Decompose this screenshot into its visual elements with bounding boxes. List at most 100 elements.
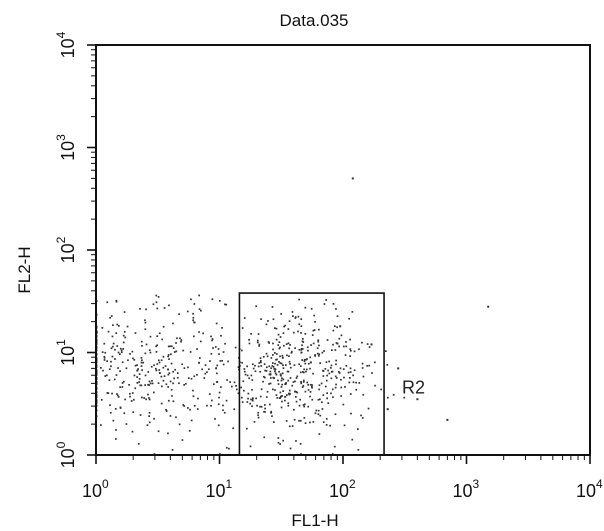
event-point-cluster-1 [150, 365, 153, 368]
event-point-cluster-2 [304, 333, 307, 335]
event-point-cluster-1 [151, 382, 154, 385]
event-point-cluster-2 [272, 354, 274, 356]
event-point-cluster-2 [339, 367, 342, 370]
event-point-cluster-1 [172, 347, 175, 349]
event-point-cluster-2 [303, 371, 305, 374]
event-point-cluster-2 [181, 363, 183, 366]
event-point-cluster-2 [282, 332, 285, 334]
event-point-cluster-1 [134, 387, 137, 390]
gate-region-r2[interactable] [238, 292, 385, 456]
event-point-cluster-2 [332, 303, 335, 305]
event-point-cluster-2 [311, 384, 313, 386]
event-point-cluster-2 [343, 345, 345, 348]
event-point-cluster-2 [292, 331, 295, 334]
event-point-cluster-1 [167, 368, 169, 371]
event-point-cluster-2 [250, 374, 253, 377]
event-point-cluster-2 [256, 339, 259, 342]
event-point-cluster-1 [119, 407, 122, 409]
event-point-cluster-1 [110, 315, 113, 317]
event-point-cluster-2 [257, 333, 260, 335]
event-point-cluster-1 [111, 345, 114, 348]
event-point-cluster-2 [279, 362, 282, 364]
event-point-cluster-2 [312, 342, 315, 345]
event-point-cluster-2 [324, 385, 327, 388]
event-point-cluster-2 [325, 379, 328, 382]
event-point-cluster-2 [259, 395, 262, 398]
event-point-cluster-2 [208, 393, 211, 395]
event-point-cluster-2 [237, 392, 240, 395]
event-point-cluster-1 [170, 362, 173, 365]
event-point-cluster-1 [132, 357, 134, 360]
event-point-cluster-2 [265, 370, 268, 372]
event-point [386, 408, 389, 411]
event-point-cluster-1 [162, 366, 165, 369]
event-point-cluster-1 [160, 402, 163, 405]
event-point-cluster-2 [269, 373, 272, 376]
event-point-cluster-1 [204, 364, 207, 366]
event-point-cluster-1 [133, 374, 136, 377]
event-point-cluster-2 [298, 363, 300, 366]
event-point-cluster-2 [277, 344, 280, 346]
event-point-cluster-2 [299, 443, 302, 445]
event-point-cluster-2 [204, 372, 207, 375]
event-point-cluster-1 [122, 348, 125, 350]
event-point-cluster-1 [123, 412, 126, 415]
event-point-cluster-2 [278, 370, 280, 373]
event-point-cluster-2 [298, 404, 301, 407]
event-point-cluster-1 [262, 355, 265, 358]
event-point-cluster-2 [325, 424, 328, 426]
event-point-cluster-1 [140, 340, 143, 343]
event-point-cluster-2 [267, 341, 270, 343]
event-point-cluster-2 [321, 351, 324, 354]
event-point-cluster-2 [330, 364, 333, 367]
event-point-cluster-2 [328, 360, 330, 363]
x-axis-title: FL1-H [291, 511, 338, 530]
event-point-cluster-1 [106, 301, 109, 304]
event-point-cluster-1 [192, 312, 194, 315]
event-point-cluster-1 [269, 370, 272, 373]
event-point-cluster-1 [203, 377, 206, 379]
event-point-cluster-2 [326, 374, 328, 377]
event-point-cluster-2 [387, 396, 389, 399]
event-point-cluster-2 [279, 355, 281, 358]
event-point-cluster-2 [331, 349, 333, 351]
event-point-cluster-1 [168, 358, 170, 360]
event-point-cluster-1 [189, 351, 192, 353]
event-point-cluster-1 [351, 311, 354, 313]
event-point-cluster-1 [173, 351, 176, 353]
event-point-cluster-2 [291, 311, 294, 313]
event-point-cluster-2 [295, 377, 298, 379]
event-point-cluster-2 [272, 388, 274, 391]
event-point-cluster-1 [144, 328, 147, 331]
event-point-cluster-1 [102, 369, 104, 372]
event-point-cluster-2 [307, 405, 310, 408]
event-point-cluster-1 [151, 380, 153, 382]
event-point-cluster-1 [225, 303, 228, 306]
x-tick-label: 104 [576, 477, 603, 501]
data-points [95, 177, 490, 455]
event-point-cluster-1 [110, 347, 113, 350]
event-point-cluster-1 [183, 367, 186, 369]
event-point-cluster-1 [171, 395, 173, 397]
event-point-cluster-1 [178, 382, 180, 385]
event-point-cluster-2 [350, 412, 352, 415]
event-point-cluster-1 [172, 322, 174, 325]
event-point-cluster-2 [231, 385, 233, 388]
event-point [370, 343, 373, 346]
event-point-cluster-2 [268, 373, 271, 376]
event-point-cluster-2 [268, 383, 270, 385]
event-point-cluster-2 [385, 350, 387, 352]
event-point-cluster-2 [287, 370, 290, 373]
event-point-cluster-1 [172, 382, 174, 385]
event-point-cluster-1 [202, 332, 204, 335]
event-point-cluster-2 [287, 379, 289, 382]
event-point-cluster-1 [140, 361, 143, 364]
event-point-cluster-2 [248, 342, 251, 345]
event-point-cluster-2 [336, 342, 339, 345]
event-point-cluster-2 [287, 402, 290, 405]
event-point-cluster-2 [362, 375, 365, 378]
event-point-cluster-1 [174, 368, 176, 371]
event-point-cluster-2 [330, 392, 332, 395]
event-point-cluster-2 [374, 384, 376, 387]
